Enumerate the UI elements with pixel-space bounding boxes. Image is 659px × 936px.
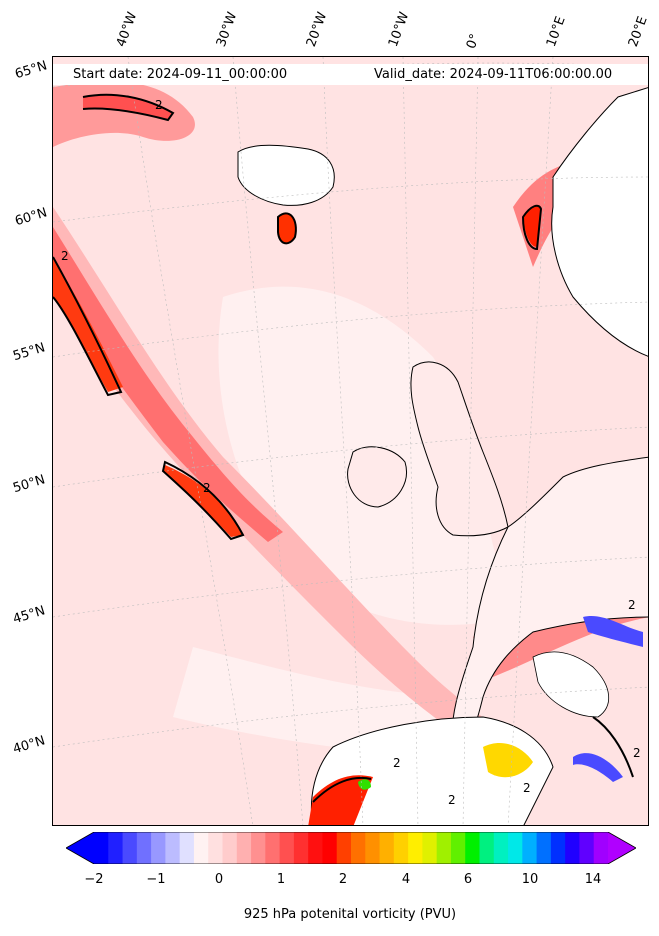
colorbar-segment bbox=[579, 832, 595, 864]
norway-core bbox=[523, 206, 541, 247]
colorbar-tick: −1 bbox=[146, 872, 166, 887]
colorbar-segment bbox=[136, 832, 152, 864]
lat-label: 60°N bbox=[13, 205, 49, 230]
lon-label: 20°W bbox=[303, 10, 331, 49]
europe-land bbox=[451, 456, 648, 748]
colorbar-tick: 2 bbox=[338, 872, 348, 887]
pv-2-contours bbox=[53, 93, 634, 803]
pv-field-map: 2 2 2 2 2 2 2 2 bbox=[53, 57, 648, 825]
lon-label: 10°E bbox=[543, 14, 569, 50]
colorbar-segment bbox=[308, 832, 323, 864]
iceland-core bbox=[278, 213, 296, 244]
contour-label: 2 bbox=[523, 781, 531, 795]
negative-pv-patch-south bbox=[573, 753, 623, 782]
lat-label: 50°N bbox=[11, 472, 47, 497]
colorbar bbox=[66, 832, 636, 864]
map-frame: 2 2 2 2 2 2 2 2 bbox=[52, 56, 649, 826]
lon-label: 40°W bbox=[113, 10, 141, 49]
colorbar-segment bbox=[179, 832, 195, 864]
colorbar-segment bbox=[465, 832, 480, 864]
colorbar-segment bbox=[351, 832, 366, 864]
colorbar-segments bbox=[94, 832, 609, 864]
frontal-core-mid bbox=[163, 465, 243, 537]
colorbar-segment bbox=[336, 832, 352, 864]
colorbar-max-extension bbox=[608, 832, 636, 864]
colorbar-segment bbox=[222, 832, 238, 864]
valid-date-label: Valid_date: 2024-09-11T06:00:00.00 bbox=[374, 67, 613, 82]
colorbar-segment bbox=[108, 832, 124, 864]
colorbar-segment bbox=[550, 832, 566, 864]
lat-label: 65°N bbox=[13, 58, 49, 83]
colorbar-segment bbox=[379, 832, 395, 864]
contour-label: 2 bbox=[448, 793, 456, 807]
iberia-yellow-patch bbox=[483, 742, 533, 778]
contour-label: 2 bbox=[633, 746, 641, 760]
ireland bbox=[347, 446, 407, 508]
colorbar-segment bbox=[593, 832, 609, 864]
graticule bbox=[53, 57, 648, 825]
colorbar-segment bbox=[508, 832, 523, 864]
great-britain bbox=[410, 361, 509, 537]
colorbar-tick: 1 bbox=[276, 872, 286, 887]
colorbar-tick: 0 bbox=[214, 872, 224, 887]
colorbar-tick: 6 bbox=[463, 872, 473, 887]
colorbar-segment bbox=[193, 832, 209, 864]
colorbar-min-extension bbox=[66, 832, 94, 864]
colorbar-segment bbox=[479, 832, 495, 864]
info-strip bbox=[53, 64, 648, 85]
colorbar-segment bbox=[251, 832, 266, 864]
colorbar-segment bbox=[236, 832, 252, 864]
colorbar-segment bbox=[536, 832, 552, 864]
colorbar-segment bbox=[522, 832, 538, 864]
iceland-land bbox=[237, 144, 335, 206]
lon-label: 0° bbox=[463, 31, 484, 51]
colorbar-segment bbox=[122, 832, 138, 864]
contour-label: 2 bbox=[203, 481, 211, 495]
contour-label: 2 bbox=[61, 249, 69, 263]
colorbar-segment bbox=[365, 832, 381, 864]
lon-label: 20°E bbox=[625, 14, 651, 50]
scandinavia-land bbox=[551, 87, 648, 357]
colorbar-label: 925 hPa potenital vorticity (PVU) bbox=[243, 907, 457, 922]
colorbar-segment bbox=[94, 832, 109, 864]
colorbar-segment bbox=[408, 832, 423, 864]
negative-pv-patch bbox=[583, 615, 643, 647]
iberia-core bbox=[308, 775, 373, 825]
colorbar-segment bbox=[265, 832, 281, 864]
contour-label: 2 bbox=[628, 598, 636, 612]
lat-label: 55°N bbox=[11, 340, 47, 365]
colorbar-segment bbox=[493, 832, 509, 864]
start-date-label: Start date: 2024-09-11_00:00:00 bbox=[73, 67, 288, 82]
lat-label: 45°N bbox=[11, 603, 47, 628]
contour-label: 2 bbox=[393, 756, 401, 770]
mediterranean-land bbox=[532, 651, 610, 718]
colorbar-segment bbox=[565, 832, 580, 864]
contour-label-group: 2 2 2 2 2 2 2 2 bbox=[61, 98, 641, 807]
colorbar-tick: 4 bbox=[401, 872, 411, 887]
colorbar-segment bbox=[393, 832, 409, 864]
colorbar-segment bbox=[293, 832, 309, 864]
lat-label: 40°N bbox=[11, 733, 47, 758]
lon-label: 10°W bbox=[385, 10, 413, 49]
colorbar-segment bbox=[422, 832, 438, 864]
colorbar-segment bbox=[208, 832, 223, 864]
colorbar-segment bbox=[279, 832, 295, 864]
colorbar-tick: 14 bbox=[584, 872, 602, 887]
colorbar-segment bbox=[450, 832, 466, 864]
colorbar-segment bbox=[151, 832, 166, 864]
colorbar-tick: 10 bbox=[521, 872, 539, 887]
north-core bbox=[83, 95, 173, 119]
contour-label: 2 bbox=[155, 98, 163, 112]
colorbar-segment bbox=[165, 832, 181, 864]
colorbar-tick: −2 bbox=[84, 872, 104, 887]
colorbar-segment bbox=[322, 832, 338, 864]
lon-label: 30°W bbox=[213, 10, 241, 49]
colorbar-segment bbox=[436, 832, 452, 864]
